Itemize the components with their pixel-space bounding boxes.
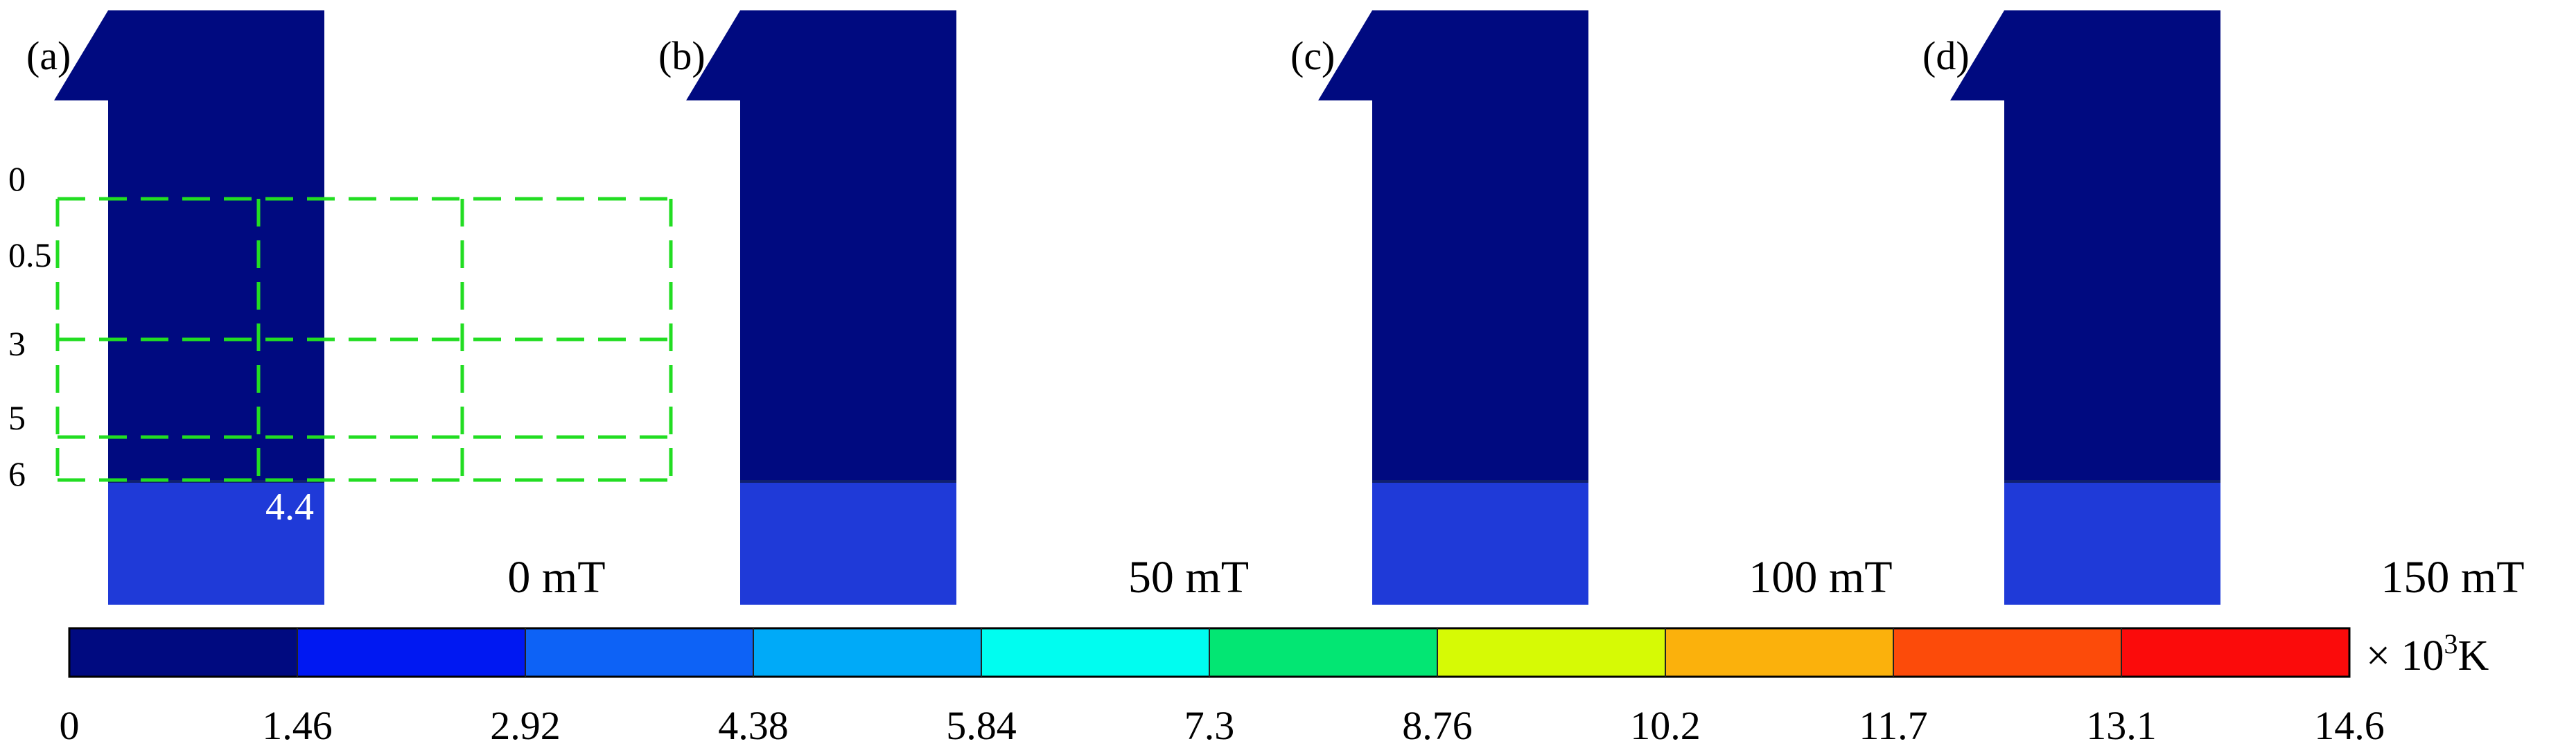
colorbar-tick-label: 2.92 bbox=[490, 703, 561, 746]
panel-label: (a) bbox=[26, 33, 71, 78]
contour-level bbox=[974, 203, 1053, 473]
panel-label: (b) bbox=[658, 33, 706, 78]
colorbar-tick-label: 4.38 bbox=[718, 703, 789, 746]
colorbar-segment bbox=[753, 628, 981, 677]
x-axis-label: 4.4 bbox=[265, 486, 314, 529]
colorbar-tick-label: 7.3 bbox=[1184, 703, 1235, 746]
field-label-box bbox=[2338, 537, 2567, 613]
contour-panel-d: (d) 150 mT bbox=[1922, 10, 2576, 613]
contour-level bbox=[974, 154, 1410, 508]
contour-level bbox=[2262, 175, 2576, 501]
magnetic-field-label: 0 mT bbox=[507, 552, 605, 603]
y-axis-label: 0.5 bbox=[8, 236, 52, 274]
y-axis-label: 3 bbox=[8, 324, 26, 363]
x-axis-label: 13 bbox=[619, 486, 658, 529]
field-label-box bbox=[1706, 537, 1935, 613]
colorbar-segment bbox=[1209, 628, 1437, 677]
y-axis-label: 5 bbox=[8, 398, 26, 437]
contour-level bbox=[2262, 189, 2560, 497]
colorbar: 0 1.46 2.92 4.38 5.84 7.3 8.76 10.2 11.7 13.1 14.6… bbox=[60, 627, 2489, 746]
y-axis-label: 6 bbox=[8, 454, 26, 493]
contour-level bbox=[1620, 196, 1855, 494]
contour-level bbox=[2262, 127, 2576, 508]
contour-level bbox=[974, 196, 1209, 494]
contour-level bbox=[324, 156, 761, 495]
colorbar-tick-label: 11.7 bbox=[1859, 703, 1927, 746]
field-label-box bbox=[442, 537, 671, 613]
contour-level bbox=[1620, 203, 1699, 473]
contour-level bbox=[1620, 154, 2056, 508]
contour-level bbox=[2262, 196, 2498, 494]
contour-level bbox=[2262, 203, 2442, 487]
colorbar-tick-label: 0 bbox=[60, 703, 80, 746]
contour-level bbox=[2262, 92, 2576, 508]
contour-level bbox=[324, 203, 403, 462]
colorbar-segment bbox=[1665, 628, 1893, 677]
colorbar-unit-label: × 103K bbox=[2366, 628, 2489, 680]
contour-level bbox=[1620, 203, 1800, 487]
grid-overlay: 0 0.5 3 5 6 0 4.4 8.8 13 bbox=[8, 159, 673, 529]
colorbar-segment bbox=[1893, 628, 2121, 677]
x-axis-label: 8.8 bbox=[470, 486, 518, 529]
colorbar-segment bbox=[69, 628, 297, 677]
field-label-box bbox=[1074, 537, 1303, 613]
panel-label: (c) bbox=[1290, 33, 1335, 78]
contour-level bbox=[2262, 203, 2341, 473]
contour-level bbox=[2262, 154, 2576, 508]
contour-level bbox=[974, 189, 1272, 497]
contour-level bbox=[974, 175, 1341, 501]
colorbar-segment bbox=[1437, 628, 1665, 677]
colorbar-tick-label: 13.1 bbox=[2086, 703, 2157, 746]
panel-label: (d) bbox=[1922, 33, 1970, 78]
y-axis-label: 0 bbox=[8, 159, 26, 198]
colorbar-tick-label: 14.6 bbox=[2314, 703, 2385, 746]
colorbar-segment bbox=[297, 628, 525, 677]
colorbar-segment bbox=[525, 628, 753, 677]
colorbar-tick-label: 10.2 bbox=[1630, 703, 1701, 746]
magnetic-field-label: 100 mT bbox=[1749, 552, 1892, 603]
contour-level bbox=[1620, 189, 1918, 497]
contour-level bbox=[974, 203, 1154, 487]
contour-level bbox=[1620, 175, 1987, 501]
colorbar-segment bbox=[2121, 628, 2349, 677]
colorbar-segment bbox=[981, 628, 1209, 677]
contour-level bbox=[2262, 37, 2576, 508]
colorbar-tick-label: 1.46 bbox=[262, 703, 333, 746]
contour-level bbox=[324, 176, 692, 488]
colorbar-tick-label: 5.84 bbox=[946, 703, 1017, 746]
x-axis-label: 0 bbox=[68, 486, 87, 529]
magnetic-field-label: 150 mT bbox=[2381, 552, 2524, 603]
colorbar-tick-label: 8.76 bbox=[1402, 703, 1473, 746]
magnetic-field-label: 50 mT bbox=[1128, 552, 1249, 603]
contour-level bbox=[324, 189, 622, 485]
